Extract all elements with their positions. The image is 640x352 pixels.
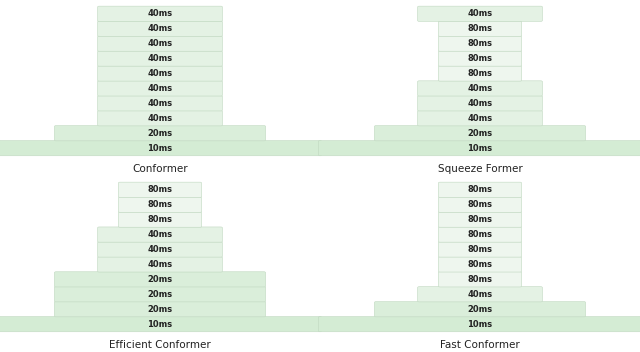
Text: 20ms: 20ms	[467, 129, 493, 138]
Text: Squeeze Former: Squeeze Former	[438, 164, 522, 174]
Text: Conformer: Conformer	[132, 164, 188, 174]
Text: 80ms: 80ms	[467, 69, 493, 78]
FancyBboxPatch shape	[54, 287, 266, 302]
Text: 80ms: 80ms	[467, 275, 493, 284]
FancyBboxPatch shape	[418, 96, 543, 111]
Text: 40ms: 40ms	[147, 230, 173, 239]
Text: 40ms: 40ms	[147, 114, 173, 123]
Text: 40ms: 40ms	[147, 24, 173, 33]
Text: Efficient Conformer: Efficient Conformer	[109, 340, 211, 350]
Text: 40ms: 40ms	[147, 84, 173, 93]
Text: 80ms: 80ms	[467, 200, 493, 209]
FancyBboxPatch shape	[97, 66, 223, 81]
Text: 10ms: 10ms	[467, 320, 493, 329]
Text: 20ms: 20ms	[147, 290, 173, 299]
FancyBboxPatch shape	[118, 182, 202, 197]
Text: 40ms: 40ms	[147, 245, 173, 254]
FancyBboxPatch shape	[438, 242, 522, 257]
FancyBboxPatch shape	[418, 81, 543, 96]
FancyBboxPatch shape	[438, 36, 522, 51]
FancyBboxPatch shape	[438, 257, 522, 272]
FancyBboxPatch shape	[438, 212, 522, 227]
FancyBboxPatch shape	[97, 242, 223, 257]
Text: 80ms: 80ms	[467, 39, 493, 48]
Text: 80ms: 80ms	[147, 215, 173, 224]
Text: 40ms: 40ms	[147, 69, 173, 78]
Text: 40ms: 40ms	[467, 84, 493, 93]
FancyBboxPatch shape	[118, 197, 202, 212]
FancyBboxPatch shape	[438, 66, 522, 81]
FancyBboxPatch shape	[97, 111, 223, 126]
Text: 80ms: 80ms	[467, 54, 493, 63]
FancyBboxPatch shape	[118, 212, 202, 227]
FancyBboxPatch shape	[319, 316, 640, 332]
Text: 40ms: 40ms	[147, 39, 173, 48]
FancyBboxPatch shape	[438, 227, 522, 242]
Text: 80ms: 80ms	[467, 215, 493, 224]
FancyBboxPatch shape	[97, 81, 223, 96]
FancyBboxPatch shape	[438, 51, 522, 66]
FancyBboxPatch shape	[374, 126, 586, 141]
Text: 80ms: 80ms	[147, 185, 173, 194]
Text: 40ms: 40ms	[467, 290, 493, 299]
Text: 80ms: 80ms	[467, 245, 493, 254]
FancyBboxPatch shape	[97, 21, 223, 36]
FancyBboxPatch shape	[438, 21, 522, 36]
Text: 80ms: 80ms	[467, 24, 493, 33]
FancyBboxPatch shape	[97, 51, 223, 66]
Text: 40ms: 40ms	[147, 54, 173, 63]
Text: 10ms: 10ms	[147, 320, 173, 329]
FancyBboxPatch shape	[97, 227, 223, 242]
FancyBboxPatch shape	[97, 257, 223, 272]
Text: 20ms: 20ms	[147, 305, 173, 314]
FancyBboxPatch shape	[319, 140, 640, 156]
FancyBboxPatch shape	[97, 96, 223, 111]
FancyBboxPatch shape	[54, 272, 266, 287]
FancyBboxPatch shape	[97, 6, 223, 21]
Text: 10ms: 10ms	[467, 144, 493, 153]
FancyBboxPatch shape	[0, 140, 322, 156]
FancyBboxPatch shape	[438, 197, 522, 212]
Text: 40ms: 40ms	[467, 9, 493, 18]
Text: 40ms: 40ms	[467, 114, 493, 123]
FancyBboxPatch shape	[418, 6, 543, 21]
FancyBboxPatch shape	[418, 111, 543, 126]
Text: 40ms: 40ms	[467, 99, 493, 108]
FancyBboxPatch shape	[374, 302, 586, 317]
Text: 80ms: 80ms	[467, 260, 493, 269]
Text: Fast Conformer: Fast Conformer	[440, 340, 520, 350]
Text: 80ms: 80ms	[147, 200, 173, 209]
Text: 40ms: 40ms	[147, 99, 173, 108]
FancyBboxPatch shape	[438, 182, 522, 197]
Text: 10ms: 10ms	[147, 144, 173, 153]
Text: 80ms: 80ms	[467, 185, 493, 194]
FancyBboxPatch shape	[54, 126, 266, 141]
FancyBboxPatch shape	[54, 302, 266, 317]
FancyBboxPatch shape	[97, 36, 223, 51]
FancyBboxPatch shape	[0, 316, 322, 332]
Text: 20ms: 20ms	[147, 129, 173, 138]
FancyBboxPatch shape	[438, 272, 522, 287]
Text: 40ms: 40ms	[147, 260, 173, 269]
Text: 40ms: 40ms	[147, 9, 173, 18]
Text: 80ms: 80ms	[467, 230, 493, 239]
FancyBboxPatch shape	[418, 287, 543, 302]
Text: 20ms: 20ms	[147, 275, 173, 284]
Text: 20ms: 20ms	[467, 305, 493, 314]
